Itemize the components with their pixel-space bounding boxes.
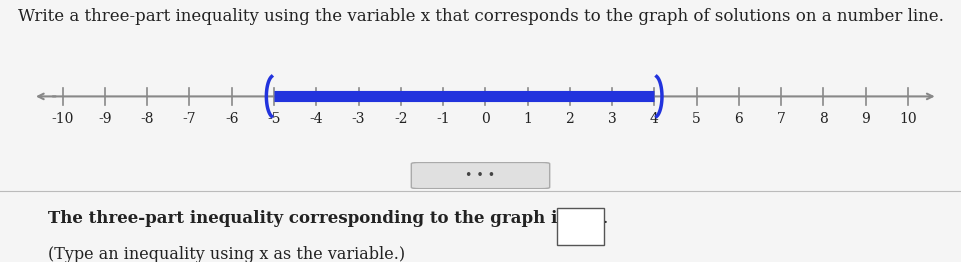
Text: -2: -2 — [394, 112, 407, 126]
Text: • • •: • • • — [465, 168, 496, 182]
Text: 10: 10 — [899, 112, 917, 126]
Text: -9: -9 — [98, 112, 111, 126]
Text: -4: -4 — [309, 112, 323, 126]
Text: 7: 7 — [776, 112, 785, 126]
Text: -3: -3 — [352, 112, 365, 126]
FancyBboxPatch shape — [411, 162, 550, 189]
Text: 6: 6 — [734, 112, 743, 126]
Text: -8: -8 — [140, 112, 154, 126]
Text: The three-part inequality corresponding to the graph is: The three-part inequality corresponding … — [48, 210, 567, 227]
Text: 0: 0 — [480, 112, 490, 126]
Text: -10: -10 — [52, 112, 74, 126]
Text: -5: -5 — [267, 112, 281, 126]
Text: 4: 4 — [650, 112, 659, 126]
Text: 5: 5 — [692, 112, 701, 126]
Text: 3: 3 — [607, 112, 616, 126]
Text: .: . — [603, 210, 607, 227]
Text: (Type an inequality using x as the variable.): (Type an inequality using x as the varia… — [48, 246, 406, 262]
Text: -7: -7 — [183, 112, 196, 126]
Text: 2: 2 — [565, 112, 575, 126]
Text: -6: -6 — [225, 112, 238, 126]
Text: 8: 8 — [819, 112, 827, 126]
Text: 9: 9 — [861, 112, 870, 126]
FancyBboxPatch shape — [557, 208, 604, 245]
Text: 1: 1 — [523, 112, 532, 126]
Text: Write a three-part inequality using the variable x that corresponds to the graph: Write a three-part inequality using the … — [17, 8, 944, 25]
Text: -1: -1 — [436, 112, 450, 126]
